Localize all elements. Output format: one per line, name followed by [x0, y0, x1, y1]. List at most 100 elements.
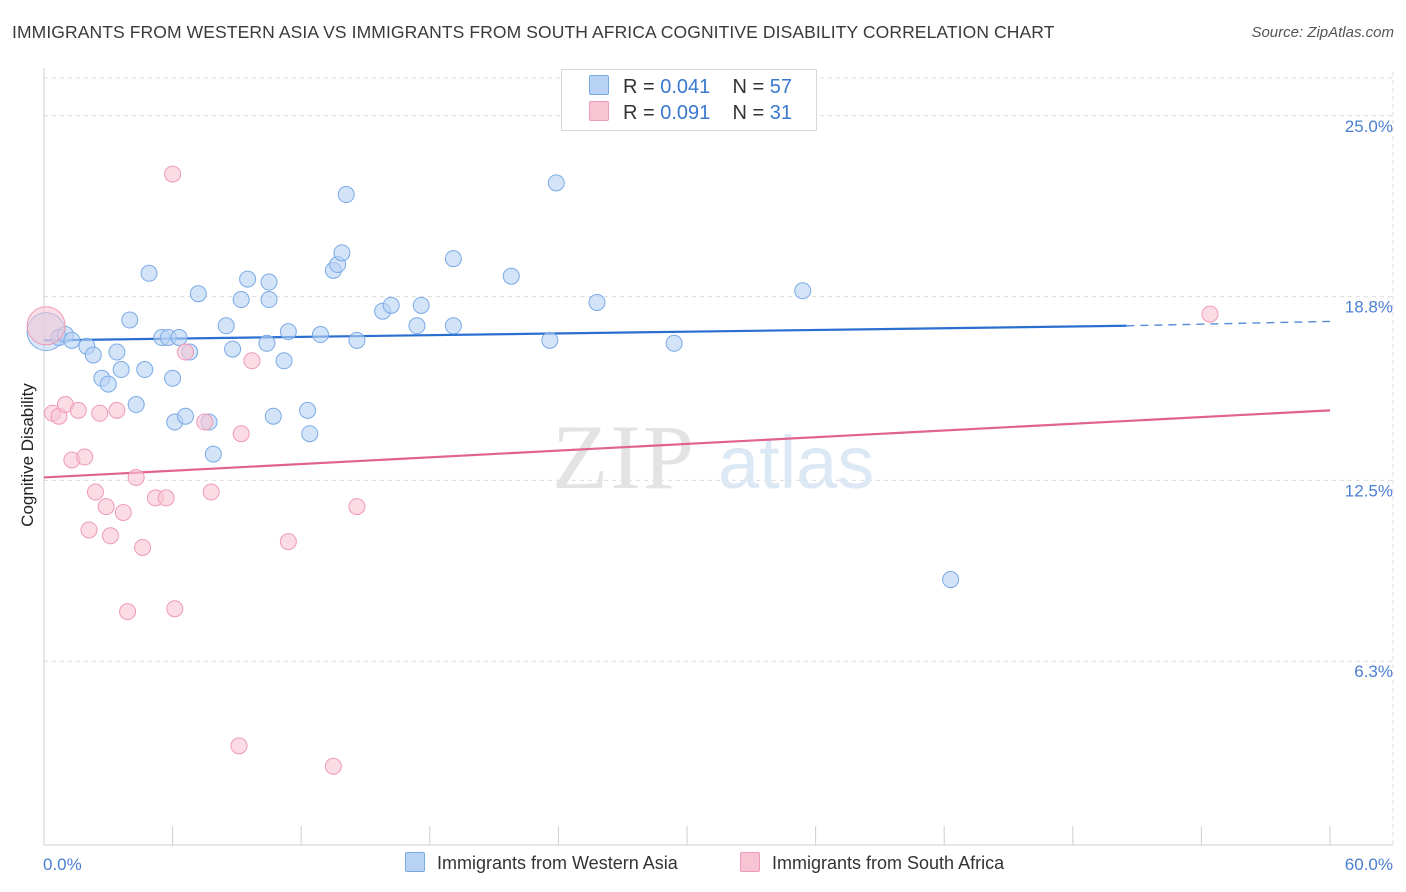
point-western-asia: [258, 334, 276, 352]
bottom-legend-label: Immigrants from South Africa: [772, 853, 1005, 873]
bottom-legend-western-asia: Immigrants from Western Asia: [405, 852, 678, 874]
x-tick-label-min: 0.0%: [43, 855, 82, 874]
data-points: [26, 165, 1219, 775]
point-western-asia: [121, 311, 139, 329]
point-south-africa: [324, 757, 342, 775]
point-south-africa: [91, 404, 109, 422]
point-western-asia: [502, 267, 520, 285]
y-tick-label: 25.0%: [1345, 117, 1393, 136]
legend-r-value: 0.091: [660, 102, 711, 124]
point-western-asia: [275, 352, 293, 370]
y-tick-labels: 6.3% 12.5% 18.8% 25.0%: [1345, 117, 1393, 681]
point-western-asia: [794, 282, 812, 300]
point-western-asia: [99, 375, 117, 393]
point-western-asia: [412, 296, 430, 314]
axes: [43, 68, 1393, 846]
point-south-africa: [164, 165, 182, 183]
bottom-legend-swatch-blue: [405, 852, 425, 872]
point-western-asia: [588, 293, 606, 311]
point-south-africa: [97, 498, 115, 516]
point-western-asia: [63, 331, 81, 349]
point-western-asia: [311, 326, 329, 344]
trend-line-western-asia: [43, 324, 1127, 342]
point-western-asia: [224, 340, 242, 358]
legend-swatch-pink: [589, 101, 609, 121]
point-south-africa: [202, 483, 220, 501]
correlation-legend: R = 0.041 N = 57 R = 0.091 N = 31: [561, 69, 817, 131]
point-south-africa: [101, 527, 119, 545]
point-western-asia: [665, 334, 683, 352]
legend-n-label: N =: [732, 102, 765, 124]
y-tick-label: 18.8%: [1345, 298, 1393, 317]
point-south-africa: [114, 503, 132, 521]
legend-r-label: R =: [623, 76, 655, 98]
point-western-asia: [189, 285, 207, 303]
point-south-africa: [108, 401, 126, 419]
point-western-asia: [108, 343, 126, 361]
bottom-legend-south-africa: Immigrants from South Africa: [740, 852, 1004, 874]
source-credit: Source: ZipAtlas.com: [1251, 24, 1394, 41]
legend-r-label: R =: [623, 102, 655, 124]
point-western-asia: [127, 396, 145, 414]
point-western-asia: [232, 291, 250, 309]
watermark-zip: ZIP: [552, 406, 696, 508]
point-south-africa: [1201, 305, 1219, 323]
point-south-africa: [76, 448, 94, 466]
point-western-asia: [541, 331, 559, 349]
legend-r-value: 0.041: [660, 76, 711, 98]
point-western-asia: [260, 291, 278, 309]
point-south-africa: [127, 468, 145, 486]
point-western-asia: [444, 250, 462, 268]
point-western-asia: [239, 270, 257, 288]
legend-row-western-asia: R = 0.041 N = 57: [589, 75, 792, 101]
legend-row-south-africa: R = 0.091 N = 31: [589, 101, 792, 127]
point-south-africa: [196, 413, 214, 431]
x-tick-label-max: 60.0%: [1345, 855, 1393, 874]
point-western-asia: [204, 445, 222, 463]
point-western-asia: [382, 296, 400, 314]
point-western-asia: [444, 317, 462, 335]
point-south-africa: [134, 538, 152, 556]
watermark-atlas: atlas: [718, 421, 874, 504]
legend-n-value: 57: [769, 76, 793, 98]
point-south-africa: [69, 401, 87, 419]
bottom-legend-label: Immigrants from Western Asia: [437, 853, 678, 873]
point-western-asia: [260, 273, 278, 291]
point-western-asia: [337, 186, 355, 204]
chart-title: IMMIGRANTS FROM WESTERN ASIA VS IMMIGRAN…: [12, 22, 1055, 42]
point-western-asia: [348, 331, 366, 349]
point-western-asia: [333, 244, 351, 262]
point-south-africa: [119, 603, 137, 621]
legend-n-value: 31: [769, 102, 793, 124]
point-western-asia: [112, 361, 130, 379]
point-south-africa: [157, 489, 175, 507]
point-south-africa: [348, 498, 366, 516]
trend-lines: [43, 320, 1331, 479]
point-western-asia: [547, 174, 565, 192]
point-south-africa: [26, 306, 66, 346]
point-south-africa: [232, 425, 250, 443]
point-south-africa: [176, 343, 194, 361]
point-south-africa: [166, 600, 184, 618]
point-western-asia: [264, 407, 282, 425]
point-western-asia: [299, 401, 317, 419]
bottom-legend-swatch-pink: [740, 852, 760, 872]
point-western-asia: [301, 425, 319, 443]
legend-n-label: N =: [732, 76, 765, 98]
point-south-africa: [80, 521, 98, 539]
point-western-asia: [140, 264, 158, 282]
point-south-africa: [230, 737, 248, 755]
point-western-asia: [136, 361, 154, 379]
point-western-asia: [408, 317, 426, 335]
y-tick-label: 12.5%: [1345, 481, 1393, 500]
y-tick-label: 6.3%: [1354, 662, 1393, 681]
point-western-asia: [176, 407, 194, 425]
point-western-asia: [84, 346, 102, 364]
point-western-asia: [164, 369, 182, 387]
point-western-asia: [279, 323, 297, 341]
point-western-asia: [942, 571, 960, 589]
point-western-asia: [217, 317, 235, 335]
watermark: ZIP atlas: [552, 406, 874, 508]
legend-swatch-blue: [589, 75, 609, 95]
